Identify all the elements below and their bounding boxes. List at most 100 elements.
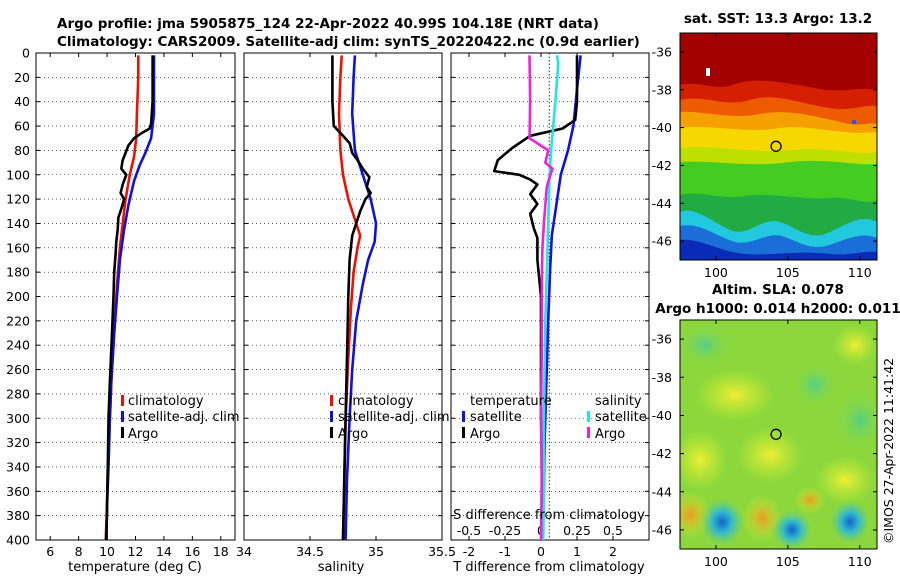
lat-tick-label: -36 (652, 332, 672, 347)
difference-xlabel: T difference from climatology (452, 560, 645, 575)
legend-temperature-header: temperature (470, 394, 552, 409)
legend-argo-label: Argo (338, 427, 368, 442)
difference-legend: temperature satellite Argo salinity sate… (462, 394, 647, 442)
depth-tick-label: 160 (6, 240, 30, 255)
legend-sal-satellite-label: satellite (595, 410, 647, 425)
x-tick-label: 14 (156, 544, 172, 559)
sst-heatmap (680, 33, 877, 260)
x-tick-label: 10 (99, 544, 115, 559)
lat-tick-label: -46 (652, 522, 672, 537)
x-tick-label: 2 (609, 544, 617, 559)
depth-tick-label: 400 (6, 533, 30, 548)
depth-tick-label: 140 (6, 216, 30, 231)
sla-map-title-line2: Argo h1000: 0.014 h2000: 0.011 (655, 301, 900, 317)
sla-map-frame (679, 319, 878, 550)
top-x-tick-label: 0.25 (563, 523, 591, 538)
sla-lat-tick-labels: -36 -38 -40 -42 -44 -46 (652, 332, 877, 537)
salinity-difference-label: S difference from climatology (453, 508, 645, 523)
legend-climatology-swatch (121, 395, 124, 406)
x-tick-label: 16 (184, 544, 200, 559)
sst-lat-tick-labels: -36 -38 -40 -42 -44 -46 (652, 44, 877, 249)
sst-map-title: sat. SST: 13.3 Argo: 13.2 (684, 11, 872, 27)
top-x-tick-label: 0.5 (603, 523, 623, 538)
depth-tick-label: 0 (22, 46, 30, 61)
depth-tick-label: 360 (6, 484, 30, 499)
lat-tick-label: -40 (652, 408, 672, 423)
salinity-legend: climatology satellite-adj. clim Argo (330, 394, 450, 442)
lat-tick-label: -38 (652, 370, 672, 385)
profile-line-salinity-satellite (541, 55, 560, 541)
sla-lon-tick-labels: 100 105 110 (704, 320, 872, 569)
depth-tick-label: 60 (14, 119, 30, 134)
salinity-gridlines (244, 77, 442, 516)
depth-tick-labels: 0 20 40 60 80 100 120 140 160 180 200 220 240 260 280 3… (6, 46, 30, 548)
depth-tick-label: 280 (6, 386, 30, 401)
lon-tick-label: 100 (704, 265, 728, 280)
depth-tick-label: 340 (6, 459, 30, 474)
legend-satellite-swatch (330, 411, 333, 422)
lon-tick-label: 105 (776, 265, 800, 280)
x-tick-label: 35.5 (428, 544, 456, 559)
profile-line-satellite-adj-clim (344, 55, 378, 541)
depth-tick-label: 120 (6, 192, 30, 207)
depth-tick-label: 180 (6, 265, 30, 280)
lat-tick-label: -36 (652, 44, 672, 59)
figure-title-line1: Argo profile: jma 5905875_124 22-Apr-202… (57, 16, 599, 32)
legend-temp-satellite-swatch (462, 411, 465, 422)
depth-tick-label: 300 (6, 411, 30, 426)
sst-map-frame (679, 32, 878, 261)
top-x-tick-label: -0.25 (489, 523, 521, 538)
legend-satellite-label: satellite-adj. clim (128, 410, 240, 425)
lat-tick-label: -42 (652, 446, 672, 461)
temperature-legend: climatology satellite-adj. clim Argo (121, 394, 240, 442)
legend-temp-argo-swatch (462, 427, 465, 438)
legend-argo-swatch (121, 427, 124, 438)
lon-tick-label: 100 (704, 554, 728, 569)
lat-tick-label: -40 (652, 120, 672, 135)
sla-map-title-line1: Altim. SLA: 0.078 (712, 282, 844, 298)
x-tick-label: 0 (537, 544, 545, 559)
legend-sal-satellite-swatch (587, 411, 590, 422)
salinity-tick-labels: 34 34.5 35 35.5 (236, 52, 456, 559)
depth-tick-label: 200 (6, 289, 30, 304)
legend-satellite-label: satellite-adj. clim (338, 410, 450, 425)
lat-tick-label: -42 (652, 158, 672, 173)
difference-profiles (492, 55, 582, 541)
top-x-tick-label: -0.5 (457, 523, 481, 538)
x-tick-label: 35 (368, 544, 384, 559)
lat-tick-label: -38 (652, 82, 672, 97)
x-tick-label: -2 (463, 544, 475, 559)
x-tick-label: 34 (236, 544, 252, 559)
temperature-panel: 0 20 40 60 80 100 120 140 160 180 200 220 240 260 280 3… (6, 46, 239, 576)
sst-map-panel: sat. SST: 13.3 Argo: 13.2 -36 -38 -40 -42 -4… (652, 11, 878, 280)
depth-tick-label: 260 (6, 362, 30, 377)
sla-heatmap (680, 320, 877, 549)
legend-climatology-swatch (330, 395, 333, 406)
x-tick-label: -1 (499, 544, 511, 559)
lon-tick-label: 110 (848, 554, 872, 569)
profile-line-argo (105, 55, 154, 541)
argo-position-marker (770, 140, 782, 152)
legend-temp-argo-label: Argo (470, 427, 500, 442)
x-tick-label: 34.5 (296, 544, 324, 559)
temperature-tick-labels: 6 8 10 12 14 16 18 (36, 52, 235, 559)
depth-tick-label: 220 (6, 313, 30, 328)
temperature-profiles (104, 55, 156, 541)
legend-satellite-swatch (121, 411, 124, 422)
profile-line-argo (331, 55, 373, 541)
depth-tick-label: 320 (6, 435, 30, 450)
difference-tick-labels: -2 -1 0 1 2 (451, 52, 649, 559)
depth-tick-label: 40 (14, 94, 30, 109)
depth-tick-label: 100 (6, 167, 30, 182)
depth-tick-label: 80 (14, 143, 30, 158)
salinity-profiles (331, 55, 378, 541)
imos-credit: ©IMOS 27-Apr-2022 11:41:42 (881, 358, 896, 544)
x-tick-label: 8 (75, 544, 83, 559)
legend-salinity-header: salinity (595, 394, 642, 409)
depth-tick-label: 240 (6, 338, 30, 353)
legend-sal-argo-swatch (587, 427, 590, 438)
legend-argo-label: Argo (128, 427, 158, 442)
profile-line-salinity-argo (528, 55, 554, 541)
legend-sal-argo-label: Argo (595, 427, 625, 442)
